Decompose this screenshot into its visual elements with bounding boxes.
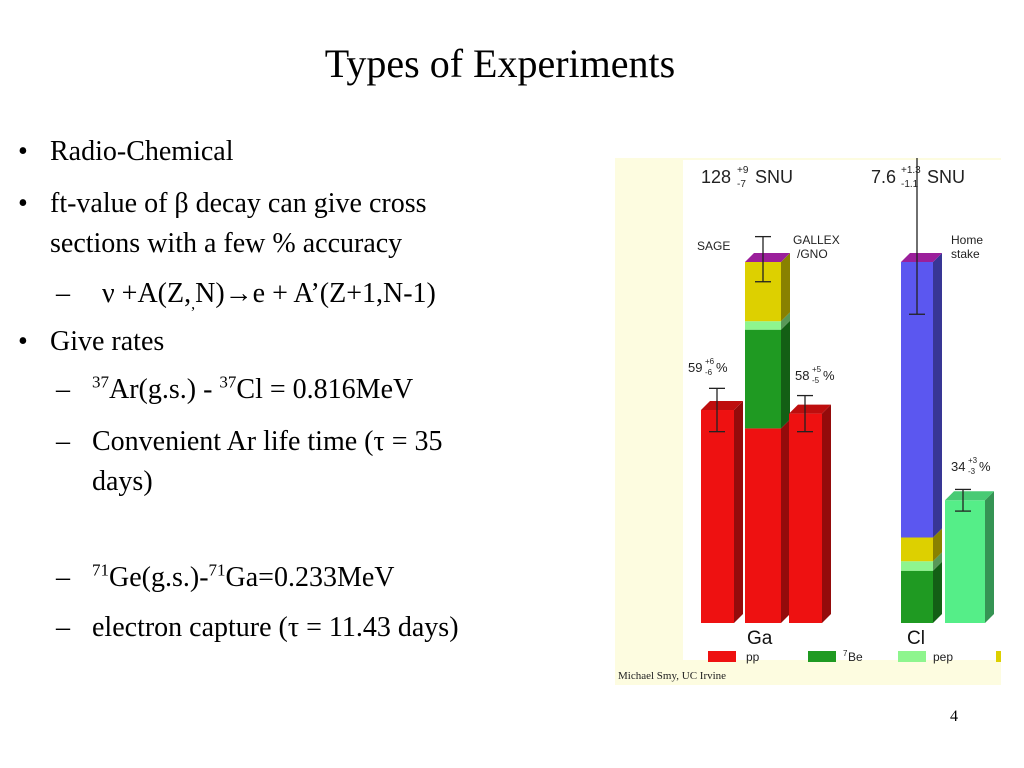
gallex-label-line1: GALLEX [793,233,840,247]
bullet-text-line2: sections with a few % accuracy [50,228,403,259]
bullet-text: Radio-Chemical [50,136,234,167]
ga-predicted-other-side [781,253,790,322]
cl-prediction-plus: +1.3 [901,165,921,176]
gallex-measured-top [789,404,831,414]
legend-swatch-pp [708,651,736,662]
cl-predicted-other-front [901,537,933,562]
bullet-text-line1: ft-value of β decay can give cross [50,188,427,219]
bullet-text: Give rates [50,326,165,357]
reaction-post: N)→e + A’(Z+1,N-1) [195,278,436,309]
capture-text: electron capture (τ = 11.43 days) [92,612,459,643]
ga-predicted-top [745,253,790,262]
gallex-plus: +5 [812,365,822,374]
sub-bullet-dash: – [56,278,70,309]
ga-rest: Ga=0.233MeV [225,562,395,593]
sage-measured-top [701,401,743,411]
homestake-measured-side [985,491,994,623]
legend-label-pp: pp [746,650,760,664]
reaction-pre: ν +A(Z, [102,278,192,309]
ar-cl-text: 37Ar(g.s.) - 37Cl = 0.816MeV [92,372,413,408]
lifetime-line1: Convenient Ar life time (τ = 35 [92,426,443,457]
slide-title: Types of Experiments [324,41,676,86]
legend-label-pep: pep [933,650,953,664]
reaction-text: ν +A(Z,,N)→e + A’(Z+1,N-1) [102,276,436,312]
gallex-measured-front [789,413,822,623]
bullet-dot: • [18,326,28,357]
ga-predicted-be7-front [745,329,781,429]
homestake-minus: -3 [968,467,976,476]
cl-predicted-pep-front [901,561,933,571]
cl-prediction-unit: SNU [927,167,965,187]
sage-minus: -6 [705,368,713,377]
sub-bullet-dash: – [56,562,70,593]
ar-mid: Ar(g.s.) - [109,374,220,405]
sub-bullet-dash: – [56,374,70,405]
reaction-sub: , [191,295,196,313]
ga-prediction-unit: SNU [755,167,793,187]
gallex-minus: -5 [812,376,820,385]
lifetime-line2: days) [92,466,153,497]
cl-prediction-value: 7.6 [871,167,896,187]
legend-swatch-be7 [808,651,836,662]
ga-predicted-pep-side [781,312,790,330]
ga-predicted-pp-front [745,428,781,623]
ga-prediction-value: 128 [701,167,731,187]
homestake-percent-sign: % [979,459,991,474]
cl-predicted-be7-side [933,561,942,623]
cl-rest: Cl = 0.816MeV [236,374,414,405]
homestake-label-line1: Home [951,233,983,247]
gallex-percent-sign: % [823,368,835,383]
figure-credit: Michael Smy, UC Irvine [618,670,726,682]
bullet-dot: • [18,188,28,219]
gallium-chlorine-bar-chart: 128 +9 -7 SNU 7.6 +1.3 -1.1 SNU SAGE GAL… [615,158,1001,685]
cl-predicted-top [901,253,942,262]
sub-bullet-dash: – [56,612,70,643]
solar-neutrino-figure: 128 +9 -7 SNU 7.6 +1.3 -1.1 SNU SAGE GAL… [615,158,1001,685]
homestake-measured-top [945,491,994,501]
sage-percent: 59 [688,360,702,375]
sage-measured-front [701,410,734,623]
sage-measured-side [734,401,743,623]
cl-predicted-b8-side [933,253,942,538]
cl-predicted-pep-side [933,552,942,571]
sage-label: SAGE [697,239,730,253]
page-number: 4 [950,708,958,725]
sage-plus: +6 [705,357,715,366]
legend-label-be7-mass: 7 [843,649,848,658]
ge-mid: Ge(g.s.)- [109,562,209,593]
ge-mass: 71 [92,560,109,580]
ga-axis-label: Ga [747,628,773,649]
cl-predicted-other-side [933,528,942,562]
sage-percent-sign: % [716,360,728,375]
ga-predicted-be7-side [781,320,790,429]
gallex-label-line2: /GNO [797,247,828,261]
ar-mass: 37 [92,372,109,392]
cl-axis-label: Cl [907,628,925,649]
legend-swatch-other [996,651,1001,662]
legend-label-be7: Be [848,650,863,664]
ga-mass: 71 [208,560,226,580]
legend-swatch-pep [898,651,926,662]
cl-mass: 37 [219,372,237,392]
ga-predicted-pp-side [781,419,790,623]
ga-predicted-pep-front [745,321,781,330]
sub-bullet-dash: – [56,426,70,457]
homestake-label-line2: stake [951,247,980,261]
gallex-percent: 58 [795,368,809,383]
homestake-percent: 34 [951,459,965,474]
ga-prediction-minus: -7 [737,179,746,190]
cl-predicted-be7-front [901,570,933,623]
ga-prediction-plus: +9 [737,165,749,176]
homestake-plus: +3 [968,456,978,465]
homestake-measured-front [945,500,985,623]
gallex-measured-side [822,404,831,623]
ge-ga-text: 71Ge(g.s.)-71Ga=0.233MeV [92,560,395,596]
cl-prediction-minus: -1.1 [901,179,919,190]
bullet-dot: • [18,136,28,167]
